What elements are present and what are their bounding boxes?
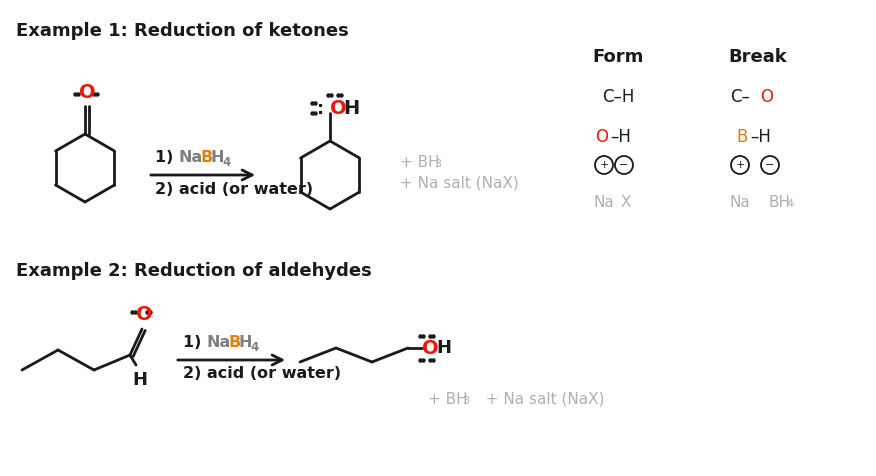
Text: 2) acid (or water): 2) acid (or water) <box>183 366 341 381</box>
Text: C–: C– <box>730 88 750 106</box>
Text: 4: 4 <box>222 156 230 169</box>
Text: :: : <box>317 100 324 118</box>
Text: 3: 3 <box>462 396 469 406</box>
Text: Form: Form <box>592 48 644 66</box>
Text: O: O <box>79 83 95 102</box>
Text: 1): 1) <box>155 150 179 165</box>
Text: 1): 1) <box>183 335 207 350</box>
Text: + Na salt (NaX): + Na salt (NaX) <box>400 176 519 191</box>
Text: + BH: + BH <box>400 155 440 170</box>
Text: X: X <box>621 195 632 210</box>
Text: BH: BH <box>769 195 791 210</box>
Text: 4: 4 <box>786 199 793 209</box>
Text: −: − <box>766 160 774 170</box>
Text: O: O <box>760 88 773 106</box>
Text: Example 2: Reduction of aldehydes: Example 2: Reduction of aldehydes <box>16 262 371 280</box>
Text: 4: 4 <box>250 341 258 354</box>
Text: + Na salt (NaX): + Na salt (NaX) <box>476 392 604 407</box>
Text: Na: Na <box>179 150 203 165</box>
Text: 2) acid (or water): 2) acid (or water) <box>155 182 313 197</box>
Text: H: H <box>238 335 251 350</box>
Text: Na: Na <box>730 195 751 210</box>
Text: –H: –H <box>750 128 771 146</box>
Text: B: B <box>737 128 748 146</box>
Text: H: H <box>436 339 451 357</box>
Text: H: H <box>343 99 359 119</box>
Text: + BH: + BH <box>428 392 468 407</box>
Text: Break: Break <box>729 48 788 66</box>
Text: H: H <box>210 150 223 165</box>
Text: O: O <box>595 128 608 146</box>
Text: B: B <box>229 335 241 350</box>
Text: B: B <box>201 150 213 165</box>
Text: +: + <box>735 160 745 170</box>
Text: +: + <box>599 160 609 170</box>
Text: H: H <box>132 371 147 389</box>
Text: Na: Na <box>207 335 231 350</box>
Text: O: O <box>136 305 152 324</box>
Text: 3: 3 <box>434 159 441 169</box>
Text: O: O <box>422 338 439 357</box>
Text: O: O <box>330 99 347 119</box>
Text: Example 1: Reduction of ketones: Example 1: Reduction of ketones <box>16 22 349 40</box>
Text: −: − <box>619 160 629 170</box>
Text: C–H: C–H <box>602 88 634 106</box>
Text: Na: Na <box>594 195 614 210</box>
Text: –H: –H <box>610 128 631 146</box>
